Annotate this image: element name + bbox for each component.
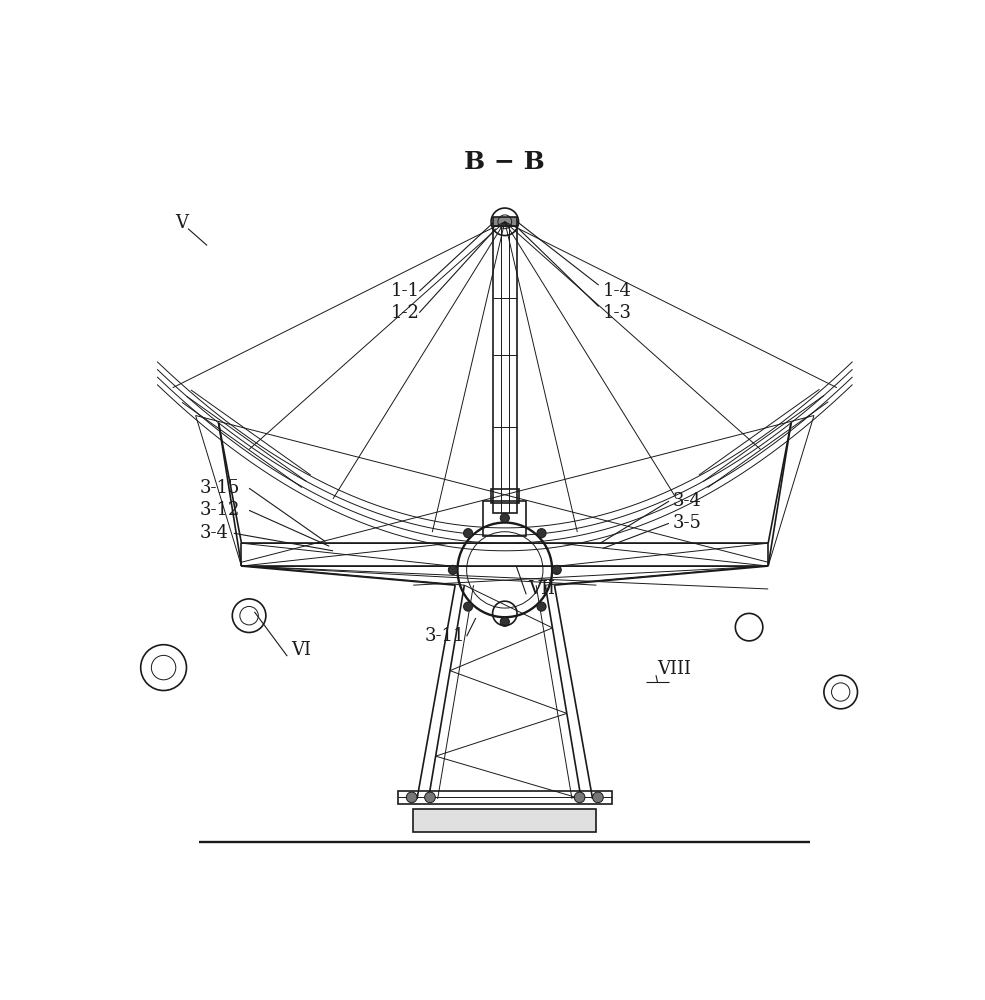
Text: 3-11: 3-11 xyxy=(425,627,465,645)
Circle shape xyxy=(425,792,435,803)
Text: 3-5: 3-5 xyxy=(673,514,701,532)
Text: 1-3: 1-3 xyxy=(603,304,631,322)
Circle shape xyxy=(593,792,603,803)
Circle shape xyxy=(574,792,585,803)
Circle shape xyxy=(500,617,509,626)
Text: 1-2: 1-2 xyxy=(390,304,420,322)
Bar xyxy=(484,501,526,536)
Text: 1-1: 1-1 xyxy=(390,282,420,300)
Bar xyxy=(492,217,517,226)
Text: VI: VI xyxy=(292,641,311,659)
Text: 1-4: 1-4 xyxy=(603,282,631,300)
Text: VII: VII xyxy=(528,580,555,598)
Circle shape xyxy=(553,565,561,574)
Circle shape xyxy=(448,565,457,574)
Bar xyxy=(398,791,612,804)
Bar xyxy=(492,226,517,513)
Circle shape xyxy=(537,529,546,538)
Text: 3-4: 3-4 xyxy=(673,492,701,510)
Bar xyxy=(492,489,518,503)
Circle shape xyxy=(464,529,473,538)
Text: 3-15: 3-15 xyxy=(199,479,239,497)
Text: VIII: VIII xyxy=(658,660,691,678)
Circle shape xyxy=(407,792,417,803)
Text: 3-12: 3-12 xyxy=(199,501,239,519)
Bar xyxy=(414,809,597,832)
Circle shape xyxy=(464,602,473,611)
Text: V: V xyxy=(175,214,188,232)
Circle shape xyxy=(500,513,509,523)
Text: 3-4: 3-4 xyxy=(199,524,229,542)
Circle shape xyxy=(537,602,546,611)
Text: B − B: B − B xyxy=(465,150,545,174)
